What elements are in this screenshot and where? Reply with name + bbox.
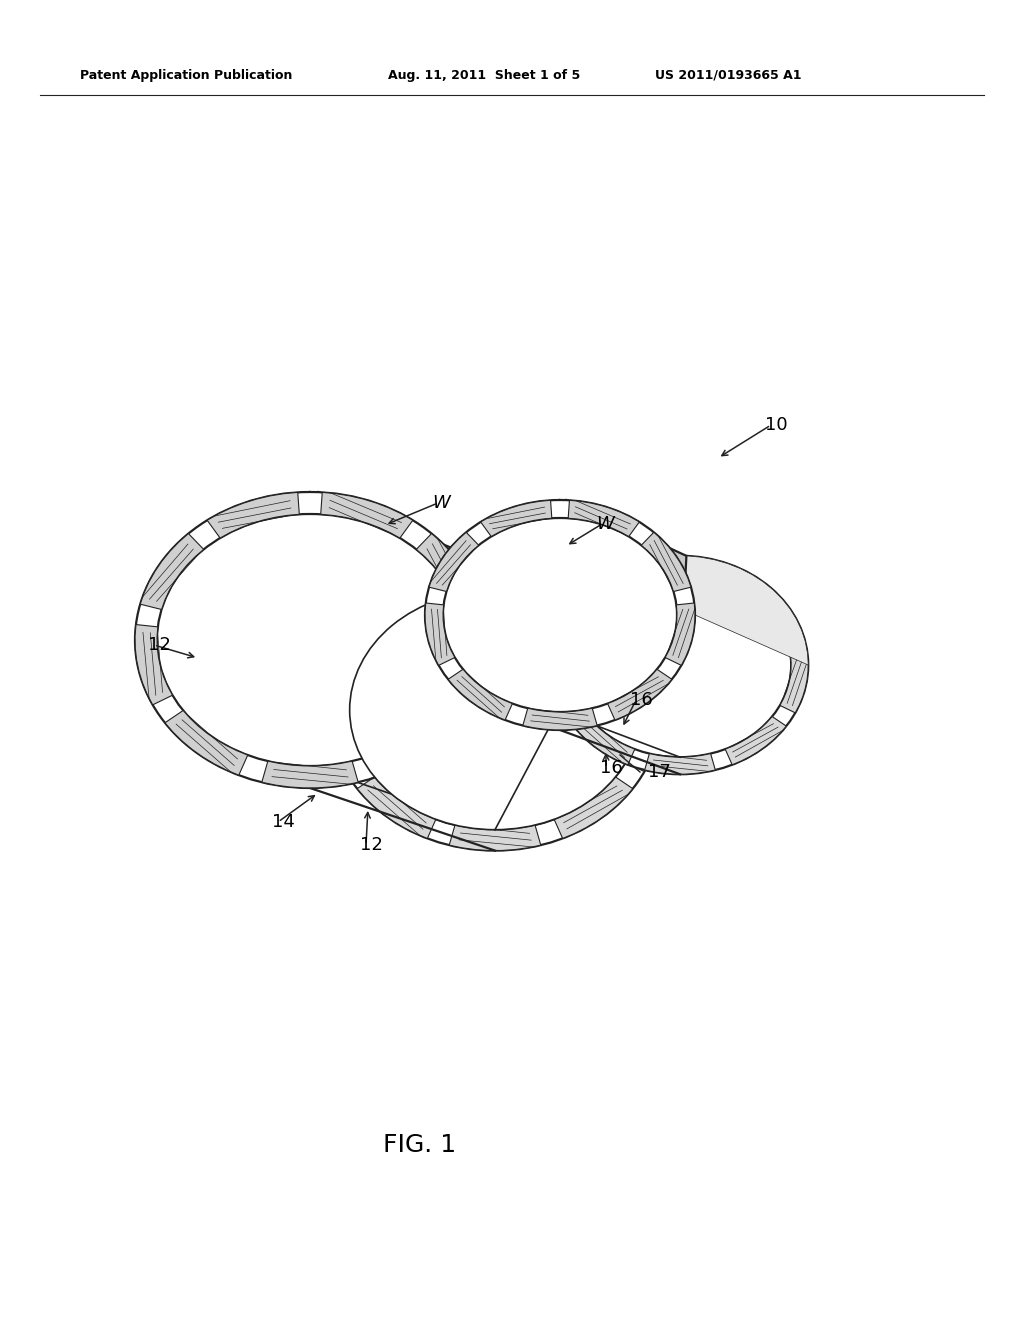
Polygon shape: [425, 500, 808, 665]
Polygon shape: [262, 762, 358, 788]
Polygon shape: [641, 532, 691, 591]
Polygon shape: [566, 500, 686, 573]
Text: W: W: [432, 494, 450, 512]
Polygon shape: [688, 556, 756, 590]
Polygon shape: [373, 710, 455, 775]
Ellipse shape: [569, 573, 792, 758]
Text: Aug. 11, 2011  Sheet 1 of 5: Aug. 11, 2011 Sheet 1 of 5: [388, 69, 581, 82]
Text: FIG. 1: FIG. 1: [383, 1133, 457, 1158]
Ellipse shape: [552, 556, 808, 775]
Text: 17: 17: [648, 763, 671, 781]
Polygon shape: [135, 624, 172, 705]
Ellipse shape: [425, 500, 695, 730]
Polygon shape: [135, 492, 662, 710]
Polygon shape: [357, 777, 436, 838]
Polygon shape: [329, 696, 365, 772]
Polygon shape: [449, 669, 512, 719]
Polygon shape: [425, 603, 455, 665]
Ellipse shape: [349, 590, 640, 830]
Polygon shape: [666, 603, 695, 665]
Polygon shape: [140, 533, 204, 610]
Polygon shape: [568, 500, 639, 536]
Text: US 2011/0193665 A1: US 2011/0193665 A1: [655, 69, 802, 82]
Text: 10: 10: [765, 416, 787, 434]
Polygon shape: [334, 609, 394, 681]
Ellipse shape: [157, 513, 463, 766]
Polygon shape: [505, 570, 593, 614]
Text: Patent Application Publication: Patent Application Publication: [80, 69, 293, 82]
Polygon shape: [317, 492, 504, 590]
Polygon shape: [450, 825, 541, 850]
Polygon shape: [780, 653, 808, 713]
Polygon shape: [556, 586, 603, 643]
Text: 12: 12: [360, 836, 383, 854]
Ellipse shape: [349, 590, 640, 830]
Polygon shape: [645, 754, 716, 774]
Polygon shape: [429, 532, 478, 591]
Polygon shape: [604, 556, 672, 590]
Polygon shape: [596, 609, 656, 681]
Text: 12: 12: [148, 636, 171, 653]
Polygon shape: [447, 624, 485, 705]
Polygon shape: [207, 492, 299, 539]
Text: 16: 16: [630, 690, 652, 709]
Text: 14: 14: [272, 813, 295, 832]
Polygon shape: [523, 709, 597, 730]
Polygon shape: [626, 696, 662, 772]
Text: W: W: [596, 515, 613, 533]
Polygon shape: [573, 717, 635, 764]
Ellipse shape: [135, 492, 485, 788]
Polygon shape: [397, 570, 484, 614]
Polygon shape: [480, 500, 552, 536]
Polygon shape: [165, 710, 248, 775]
Polygon shape: [757, 586, 805, 643]
Ellipse shape: [329, 569, 662, 850]
Polygon shape: [607, 669, 672, 719]
Polygon shape: [552, 653, 580, 713]
Polygon shape: [417, 533, 480, 610]
Polygon shape: [725, 717, 786, 764]
Ellipse shape: [443, 517, 677, 711]
Text: 16: 16: [600, 759, 623, 777]
Polygon shape: [321, 492, 413, 539]
Polygon shape: [554, 777, 633, 838]
